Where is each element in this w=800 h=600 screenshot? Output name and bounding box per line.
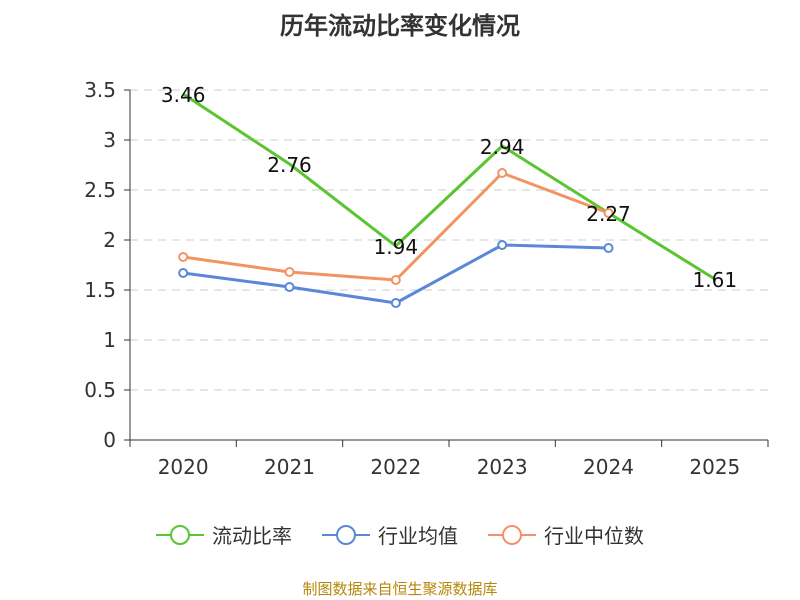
x-tick-label: 2022	[370, 455, 421, 479]
legend-item-0[interactable]: 流动比率	[156, 520, 292, 549]
legend-item-2[interactable]: 行业中位数	[488, 520, 644, 549]
x-tick-label: 2021	[264, 455, 315, 479]
series-point-1	[603, 243, 614, 253]
data-label: 2.76	[267, 153, 312, 177]
chart-legend: 流动比率 行业均值 行业中位数	[0, 520, 800, 549]
y-tick-label: 1	[103, 328, 116, 352]
y-tick-label: 1.5	[84, 278, 116, 302]
y-tick-label: 3.5	[84, 78, 116, 102]
y-tick-label: 3	[103, 128, 116, 152]
data-label: 2.27	[586, 202, 631, 226]
legend-symbol	[488, 524, 536, 545]
data-label: 3.46	[161, 83, 206, 107]
legend-label: 行业均值	[378, 524, 458, 548]
source-note: 制图数据来自恒生聚源数据库	[302, 580, 498, 598]
y-tick-label: 2	[103, 228, 116, 252]
x-tick-label: 2023	[477, 455, 528, 479]
series-point-1	[390, 298, 401, 308]
legend-marker	[336, 524, 356, 545]
x-tick-label: 2020	[158, 455, 209, 479]
legend-item-1[interactable]: 行业均值	[322, 520, 458, 549]
legend-label: 流动比率	[212, 524, 292, 548]
series-lines	[178, 92, 716, 308]
series-line-2	[182, 171, 610, 282]
data-labels: 3.46 2.76 1.94 2.94 2.27 1.61	[161, 83, 737, 292]
series-point-2	[390, 275, 401, 285]
x-tick-label: 2025	[689, 455, 740, 479]
y-tick-label: 2.5	[84, 178, 116, 202]
data-label: 1.94	[374, 235, 419, 259]
series-point-1	[497, 240, 508, 250]
legend-symbol	[322, 524, 370, 545]
series-point-1	[284, 282, 295, 292]
series-line-0	[182, 92, 716, 281]
data-label: 2.94	[480, 135, 525, 159]
series-point-2	[284, 267, 295, 277]
y-tick-label: 0.5	[84, 378, 116, 402]
legend-marker	[170, 524, 190, 545]
grid-lines	[130, 89, 768, 391]
y-tick-label: 0	[103, 428, 116, 452]
series-point-2	[497, 168, 508, 178]
data-label: 1.61	[693, 268, 738, 292]
chart-title: 历年流动比率变化情况	[280, 12, 520, 40]
legend-symbol	[156, 524, 204, 545]
axes: 0 0.5 1 1.5 2 2.5 3 3.5 2020 2021 2022 2023 2024 2025	[84, 78, 769, 479]
series-point-1	[178, 268, 189, 278]
series-point-2	[178, 252, 189, 262]
x-tick-label: 2024	[583, 455, 634, 479]
legend-marker	[502, 524, 522, 545]
series-point-2	[603, 208, 614, 218]
legend-label: 行业中位数	[544, 524, 644, 548]
